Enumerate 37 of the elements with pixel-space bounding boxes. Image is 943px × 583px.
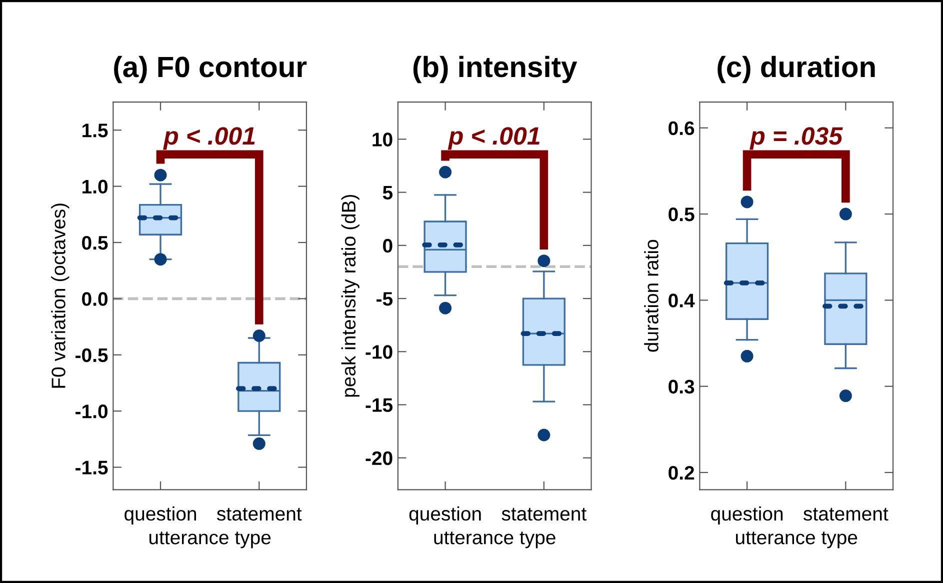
x-axis-title: utterance type bbox=[434, 532, 556, 548]
x-axis-title: utterance type bbox=[149, 532, 271, 548]
y-axis-title: F0 variation (octaves) bbox=[51, 204, 70, 388]
y-tick-label: -10 bbox=[366, 345, 392, 359]
y-tick-label: -1.0 bbox=[76, 404, 108, 418]
x-tick-label: statement bbox=[216, 508, 302, 521]
y-tick-label: 5 bbox=[382, 186, 393, 200]
y-tick-label: -5 bbox=[376, 292, 393, 306]
y-tick-label: 0.0 bbox=[82, 292, 108, 306]
annotation: p = .035 bbox=[750, 127, 843, 150]
chart-title: (c) duration bbox=[718, 56, 875, 84]
y-tick-label: -20 bbox=[366, 451, 392, 466]
y-tick-label: 0.6 bbox=[668, 121, 694, 136]
x-tick-label: statement bbox=[502, 508, 586, 521]
y-tick-label: -1.5 bbox=[76, 460, 108, 474]
y-tick-label: 10 bbox=[372, 132, 392, 146]
y-tick-label: -15 bbox=[366, 398, 393, 412]
x-tick-label: question bbox=[409, 506, 481, 525]
y-tick-label: -0.5 bbox=[76, 348, 108, 362]
y-tick-label: 0.5 bbox=[82, 236, 108, 250]
y-tick-label: 0.2 bbox=[668, 466, 694, 480]
x-tick-label: statement bbox=[804, 508, 888, 521]
x-axis-title: utterance type bbox=[736, 532, 858, 548]
chart-title: (a) F0 contour bbox=[114, 56, 307, 84]
y-tick-label: 0 bbox=[383, 238, 392, 253]
y-tick-label: 0.3 bbox=[668, 380, 694, 394]
y-axis-title: duration ratio bbox=[644, 240, 658, 352]
annotation: p < .001 bbox=[163, 127, 255, 150]
chart-title: (b) intensity bbox=[413, 56, 578, 84]
y-tick-label: 0.4 bbox=[668, 294, 695, 308]
y-tick-label: 0.5 bbox=[668, 207, 694, 222]
x-tick-label: question bbox=[124, 506, 196, 525]
annotation: p < .001 bbox=[448, 127, 540, 150]
x-tick-label: question bbox=[711, 506, 783, 525]
y-tick-label: 1.0 bbox=[82, 180, 108, 194]
y-tick-label: 1.5 bbox=[82, 124, 108, 138]
y-axis-title: peak intensity ratio (dB) bbox=[341, 194, 360, 397]
